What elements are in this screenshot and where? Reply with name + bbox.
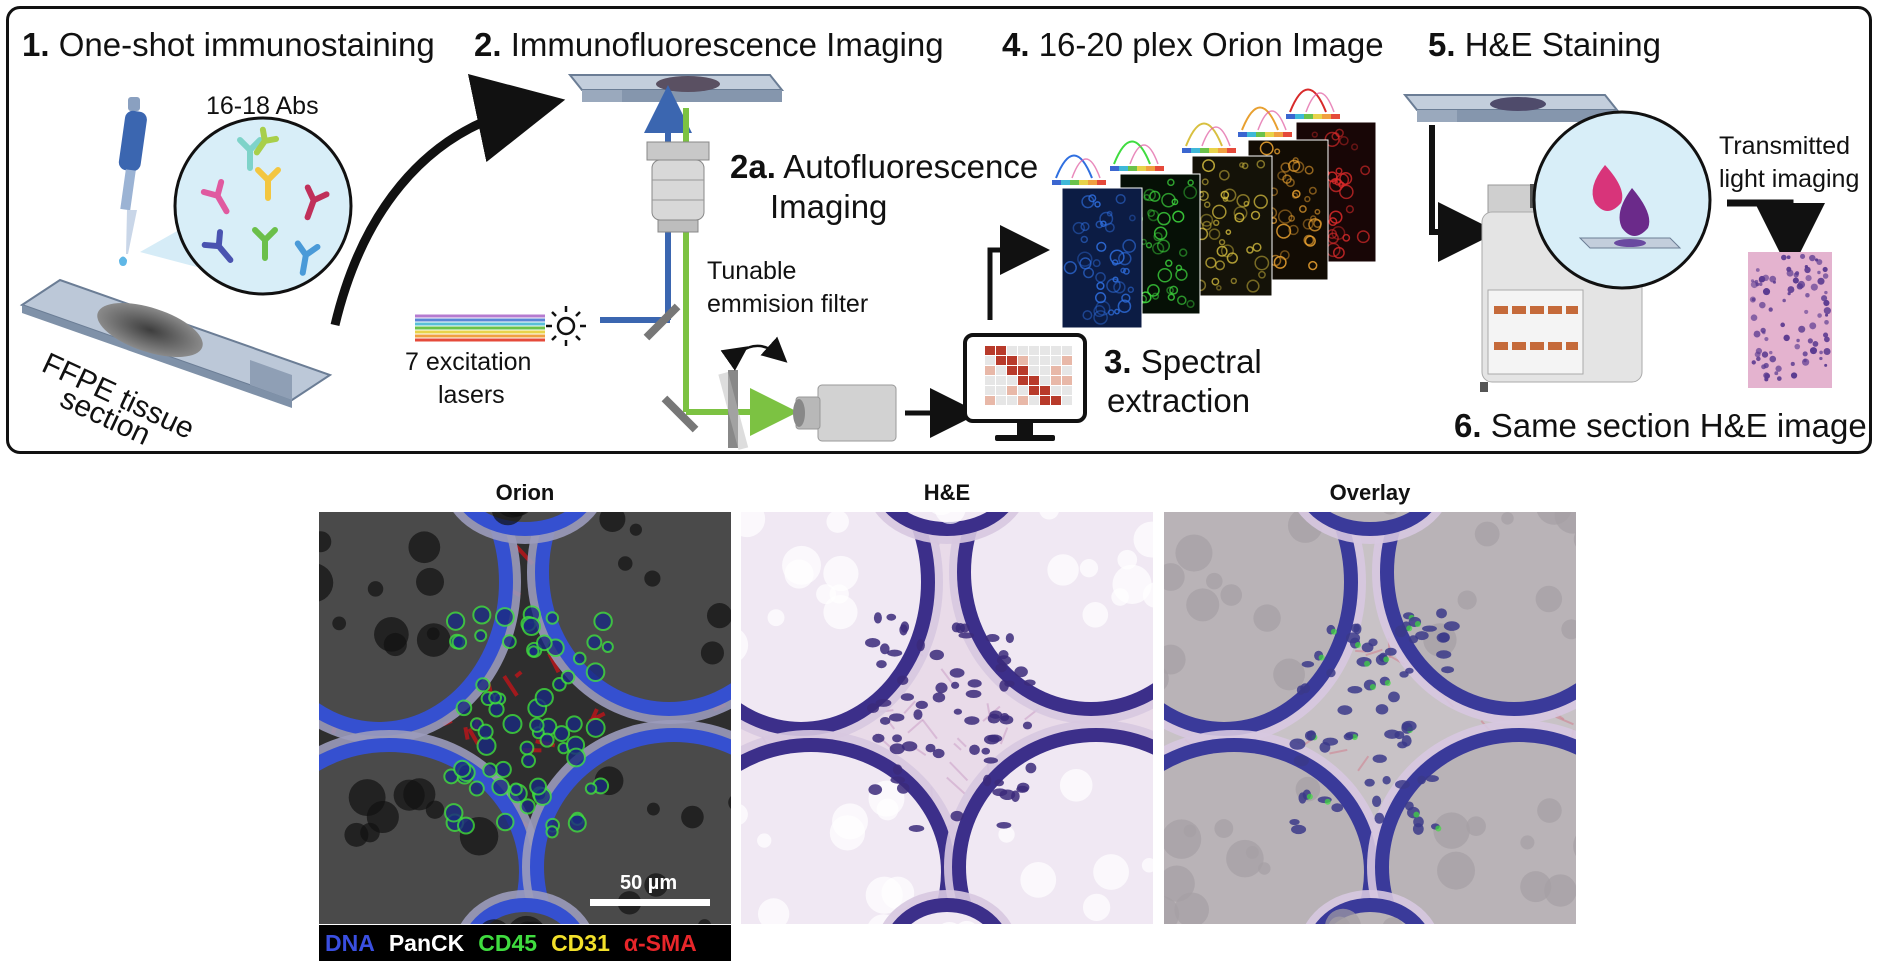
step-6-title: 6. Same section H&E image xyxy=(1454,407,1867,444)
he-arrow-icon xyxy=(1429,125,1498,262)
lasers-label-line1: 7 excitation xyxy=(405,348,532,376)
step-3-title-line2: extraction xyxy=(1107,382,1251,419)
step-arrow-icon xyxy=(987,225,1050,320)
orion-tile xyxy=(1182,122,1273,297)
step-4-title: 4. 16-20 plex Orion Image xyxy=(1002,26,1384,63)
pipette-icon xyxy=(118,97,147,266)
camera-icon xyxy=(793,384,897,442)
legend-cd31: CD31 xyxy=(551,929,610,956)
step-3-title: 3. Spectral xyxy=(1104,343,1262,380)
legend-dna: DNA xyxy=(325,929,375,956)
scale-bar xyxy=(590,899,710,906)
transmitted-label-line2: light imaging xyxy=(1719,165,1860,193)
objective-lens-icon xyxy=(646,141,710,233)
monitor-icon xyxy=(963,333,1087,441)
overlay-image xyxy=(1164,512,1576,924)
he-panel-title: H&E xyxy=(923,480,971,505)
he-slide-icon xyxy=(1402,94,1620,122)
laser-source-icon xyxy=(546,306,586,346)
step-2a-title-line2: Imaging xyxy=(770,188,888,225)
orion-tile xyxy=(1052,154,1143,329)
microscope-slide-icon xyxy=(567,74,785,102)
scale-bar-label: 50 µm xyxy=(620,872,678,894)
he-image xyxy=(741,512,1153,924)
filter-label-line2: emmision filter xyxy=(707,290,869,318)
legend-panck: PanCK xyxy=(388,929,465,956)
dichroic-mirror-icon xyxy=(643,303,681,341)
lasers-label-line2: lasers xyxy=(438,381,505,409)
tunable-filter-icon xyxy=(718,336,788,450)
step-5-title: 5. H&E Staining xyxy=(1428,26,1661,63)
transmitted-label-line1: Transmitted xyxy=(1719,132,1851,160)
orion-panel-title: Orion xyxy=(495,480,555,505)
laser-lines-icon xyxy=(415,314,545,342)
step-2-title: 2. Immunofluorescence Imaging xyxy=(474,26,944,63)
spectral-matrix-icon xyxy=(985,346,1072,405)
workflow-frame xyxy=(6,6,1872,454)
antibodies-label: 16-18 Abs xyxy=(206,92,319,120)
orion-image-stack xyxy=(1052,88,1377,329)
filter-label-line1: Tunable xyxy=(707,257,797,285)
channel-legend: DNA PanCK CD45 CD31 α-SMA xyxy=(319,925,731,961)
legend-asma: α-SMA xyxy=(623,929,697,956)
stain-drop-circle xyxy=(1532,110,1712,290)
he-thumbnail-image xyxy=(1748,252,1832,388)
antibody-cocktail-icon xyxy=(140,116,353,296)
step-2a-title: 2a. Autofluorescence xyxy=(730,148,1039,185)
step-1-title: 1. One-shot immunostaining xyxy=(22,26,435,63)
orion-image xyxy=(319,512,731,924)
transmitted-arrow-icon xyxy=(1727,199,1825,273)
overlay-panel-title: Overlay xyxy=(1329,480,1411,505)
ffpe-slide-icon xyxy=(19,278,333,408)
legend-cd45: CD45 xyxy=(478,929,538,956)
curved-arrow-icon xyxy=(330,74,566,327)
